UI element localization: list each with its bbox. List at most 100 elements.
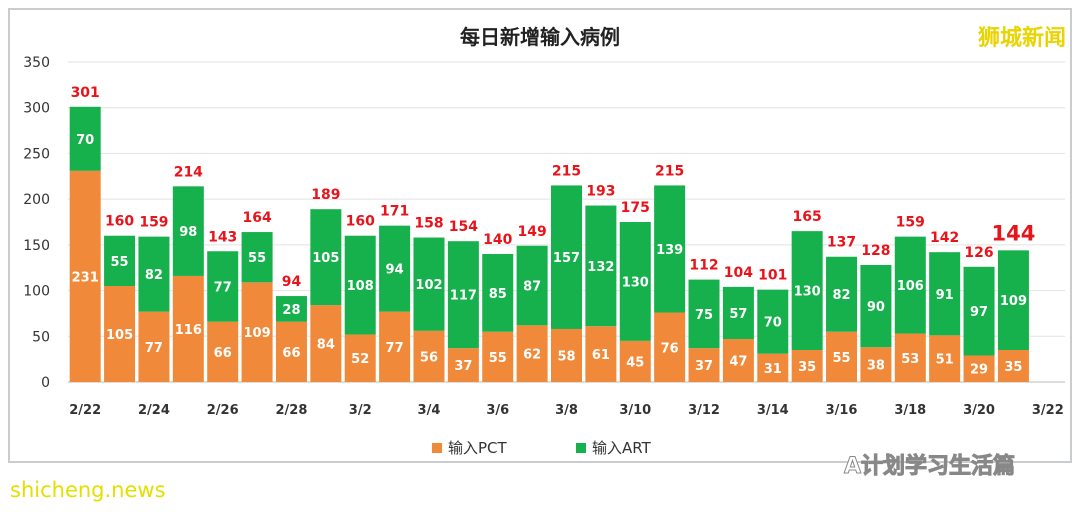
x-tick-label: 3/8 (555, 403, 578, 418)
bar-value-label: 109 (1000, 294, 1027, 309)
x-tick-label: 3/10 (619, 403, 651, 418)
bar-value-label: 82 (832, 288, 850, 303)
bar-segment-pct (929, 335, 961, 382)
bar-total-label: 112 (689, 258, 718, 274)
bar-segment-pct (344, 334, 376, 382)
bar-total-label: 104 (724, 265, 753, 281)
bar-segment-pct (310, 305, 342, 382)
bar-segment-art (997, 250, 1029, 350)
bar-segment-pct (654, 312, 686, 382)
bar-value-label: 116 (175, 323, 202, 338)
bar-segment-pct (104, 286, 136, 382)
y-tick-label: 250 (23, 146, 50, 162)
bar-total-label: 165 (793, 209, 822, 225)
bar-value-label: 47 (729, 355, 747, 370)
bar-value-label: 52 (351, 352, 369, 367)
x-tick-label: 2/24 (138, 403, 170, 418)
bar-value-label: 98 (179, 225, 197, 240)
bar-value-label: 91 (936, 288, 954, 303)
bar-total-label: 160 (346, 214, 375, 230)
x-tick-label: 2/28 (276, 403, 308, 418)
bar-total-label: 159 (139, 215, 168, 231)
bar-segment-pct (447, 348, 479, 382)
bar-value-label: 97 (970, 305, 988, 320)
bar-segment-art (172, 186, 204, 276)
bar-value-label: 87 (523, 280, 541, 295)
bar-segment-art (138, 236, 170, 312)
bar-value-label: 55 (489, 351, 507, 366)
bar-segment-pct (722, 339, 754, 382)
bar-segment-art (413, 237, 445, 331)
y-tick-label: 0 (41, 375, 50, 391)
y-tick-label: 100 (23, 284, 50, 300)
bar-total-label: 140 (483, 232, 512, 248)
bar-value-label: 117 (450, 289, 477, 304)
bar-segment-pct (791, 350, 823, 382)
bar-segment-pct (688, 348, 720, 382)
bar-segment-pct (413, 330, 445, 382)
bar-value-label: 57 (729, 307, 747, 322)
watermark-top-right: 狮城新闻 (977, 26, 1066, 51)
bar-segment-pct (997, 350, 1029, 382)
bar-total-label: 128 (861, 243, 890, 259)
bar-value-label: 31 (764, 362, 782, 377)
bar-value-label: 82 (145, 268, 163, 283)
bar-total-label: 126 (964, 245, 993, 261)
legend-swatch (576, 443, 586, 453)
bar-segment-art (654, 185, 686, 313)
bar-value-label: 58 (557, 349, 575, 364)
bar-value-label: 70 (76, 133, 94, 148)
bar-total-label: 164 (242, 210, 271, 226)
bar-segment-art (860, 264, 892, 348)
bar-value-label: 84 (317, 338, 335, 353)
x-tick-label: 3/4 (418, 403, 441, 418)
bar-value-label: 102 (415, 278, 442, 293)
bar-segment-art (447, 241, 479, 349)
bar-segment-art (963, 266, 995, 356)
watermark-bottom-left: shicheng.news (10, 478, 166, 502)
bar-segment-pct (619, 340, 651, 382)
bar-segment-pct (826, 331, 858, 382)
x-tick-label: 3/2 (349, 403, 372, 418)
bar-segment-art (275, 296, 307, 322)
bar-total-label: 137 (827, 235, 856, 251)
bar-value-label: 132 (587, 260, 614, 275)
bar-segment-pct (275, 321, 307, 382)
bar-value-label: 157 (553, 251, 580, 266)
bar-value-label: 109 (244, 326, 271, 341)
x-tick-label: 3/14 (757, 403, 789, 418)
bar-value-label: 85 (489, 287, 507, 302)
bar-segment-art (379, 225, 411, 312)
bar-segment-art (722, 286, 754, 340)
y-tick-label: 300 (23, 101, 50, 117)
bar-segment-art (69, 106, 101, 171)
bar-value-label: 77 (386, 341, 404, 356)
bar-value-label: 90 (867, 300, 885, 315)
bar-segment-pct (241, 282, 273, 382)
bar-value-label: 28 (282, 303, 300, 318)
watermark-bottom-right: A计划学习生活篇 (843, 454, 1016, 480)
x-tick-label: 3/12 (688, 403, 720, 418)
y-tick-label: 200 (23, 192, 50, 208)
y-tick-label: 50 (32, 329, 50, 345)
bar-segment-pct (894, 333, 926, 382)
bar-total-label: 94 (282, 274, 302, 290)
bar-total-label: 149 (518, 224, 547, 240)
bar-segment-art (619, 222, 651, 341)
bar-segment-pct (379, 311, 411, 382)
bar-value-label: 108 (347, 279, 374, 294)
x-tick-label: 2/26 (207, 403, 239, 418)
x-tick-label: 3/20 (963, 403, 995, 418)
bar-total-label: 175 (621, 200, 650, 216)
bar-value-label: 70 (764, 316, 782, 331)
bar-value-label: 56 (420, 350, 438, 365)
bar-segment-art (516, 245, 548, 326)
bar-value-label: 53 (901, 352, 919, 367)
bar-total-label: 158 (414, 216, 443, 232)
bar-value-label: 29 (970, 363, 988, 378)
bar-total-label: 160 (105, 214, 134, 230)
bar-value-label: 105 (106, 328, 133, 343)
bar-value-label: 130 (794, 285, 821, 300)
bar-segment-art (929, 252, 961, 336)
bar-value-label: 77 (214, 280, 232, 295)
